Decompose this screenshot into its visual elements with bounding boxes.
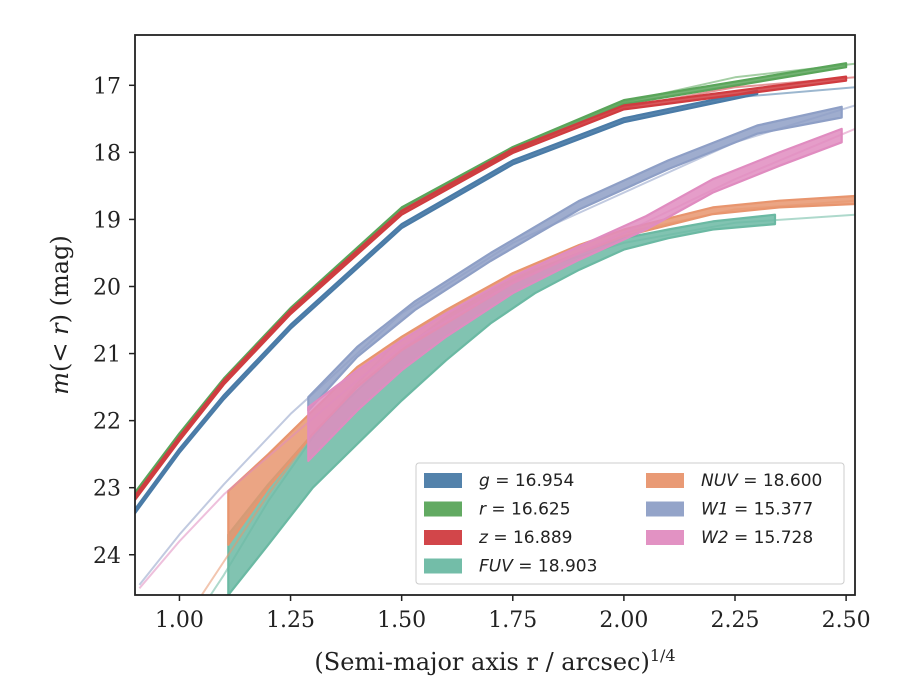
legend-swatch bbox=[424, 501, 462, 517]
x-tick-label: 2.50 bbox=[822, 608, 871, 633]
x-axis-label: (Semi-major axis r / arcsec)1/4 bbox=[314, 646, 675, 677]
x-tick-label: 2.00 bbox=[599, 608, 648, 633]
data-band-w1 bbox=[307, 105, 843, 412]
data-band-z bbox=[135, 75, 848, 501]
legend-label: W1 = 15.377 bbox=[701, 500, 813, 520]
series-g bbox=[135, 86, 855, 515]
legend-label: FUV = 18.903 bbox=[479, 557, 597, 577]
y-tick-label: 19 bbox=[93, 208, 121, 233]
legend-box bbox=[415, 462, 845, 585]
legend-swatch bbox=[646, 530, 684, 545]
y-tick-label: 23 bbox=[93, 477, 121, 502]
legend-label: NUV = 18.600 bbox=[701, 471, 822, 491]
y-tick-label: 21 bbox=[93, 343, 121, 368]
legend-item-w2: W2 = 15.728 bbox=[646, 528, 813, 548]
y-tick-label: 20 bbox=[93, 275, 121, 300]
legend-swatch bbox=[646, 501, 684, 517]
y-tick-label: 17 bbox=[93, 74, 121, 99]
data-band-g bbox=[135, 89, 759, 515]
x-tick-label: 1.00 bbox=[155, 608, 204, 633]
series-layer bbox=[135, 62, 855, 595]
legend-item-z: z = 16.889 bbox=[424, 528, 572, 548]
x-tick-label: 1.50 bbox=[377, 608, 426, 633]
legend-label: r = 16.625 bbox=[479, 500, 571, 520]
x-tick-label: 1.75 bbox=[488, 608, 537, 633]
y-tick-label: 24 bbox=[93, 544, 121, 569]
x-axis-ticks: 1.00 1.25 1.50 1.75 2.00 2.25 2.50 bbox=[155, 595, 871, 633]
legend-item-nuv: NUV = 18.600 bbox=[646, 471, 822, 491]
legend-swatch bbox=[424, 473, 462, 488]
legend-label: z = 16.889 bbox=[478, 528, 572, 548]
legend-swatch bbox=[424, 530, 462, 545]
legend-item-fuv: FUV = 18.903 bbox=[424, 557, 597, 577]
legend-label: g = 16.954 bbox=[479, 471, 574, 491]
data-band-w2 bbox=[307, 127, 843, 462]
series-w2 bbox=[138, 127, 855, 589]
y-axis-label: m(< r) (mag) bbox=[46, 235, 74, 395]
x-tick-label: 1.25 bbox=[266, 608, 315, 633]
legend-swatch bbox=[646, 473, 684, 488]
y-tick-label: 18 bbox=[93, 141, 121, 166]
legend-item-g: g = 16.954 bbox=[424, 471, 574, 491]
legend-swatch bbox=[424, 558, 462, 574]
series-z bbox=[135, 75, 855, 501]
legend-label: W2 = 15.728 bbox=[701, 528, 813, 548]
y-axis-ticks: 17 18 19 20 21 22 23 24 bbox=[93, 74, 135, 569]
x-tick-label: 2.25 bbox=[711, 608, 760, 633]
y-tick-label: 22 bbox=[93, 410, 121, 435]
legend: g = 16.954 r = 16.625 z = 16.889 FUV = 18.9… bbox=[415, 462, 845, 585]
legend-item-r: r = 16.625 bbox=[424, 500, 571, 520]
plot-frame bbox=[134, 34, 856, 596]
legend-item-w1: W1 = 15.377 bbox=[646, 500, 813, 520]
series-w1 bbox=[138, 104, 855, 586]
